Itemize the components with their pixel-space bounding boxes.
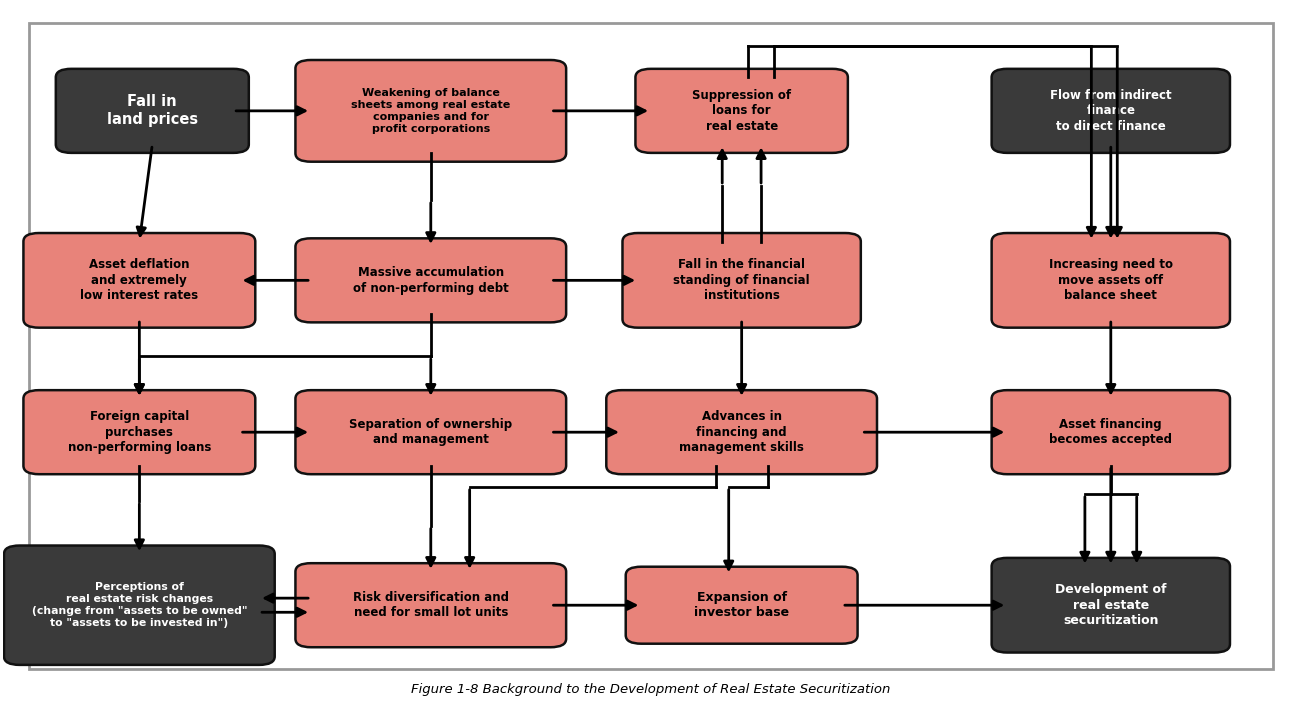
FancyBboxPatch shape <box>56 69 248 153</box>
Text: Figure 1-8 Background to the Development of Real Estate Securitization: Figure 1-8 Background to the Development… <box>411 683 890 696</box>
FancyBboxPatch shape <box>992 233 1230 328</box>
FancyBboxPatch shape <box>295 563 566 647</box>
FancyBboxPatch shape <box>4 545 274 665</box>
Text: Fall in
land prices: Fall in land prices <box>107 94 198 128</box>
Text: Massive accumulation
of non-performing debt: Massive accumulation of non-performing d… <box>352 266 508 295</box>
FancyBboxPatch shape <box>295 60 566 162</box>
FancyBboxPatch shape <box>636 69 848 153</box>
Text: Asset financing
becomes accepted: Asset financing becomes accepted <box>1049 418 1173 447</box>
Text: Risk diversification and
need for small lot units: Risk diversification and need for small … <box>352 591 508 620</box>
Text: Foreign capital
purchases
non-performing loans: Foreign capital purchases non-performing… <box>68 411 211 454</box>
Text: Asset deflation
and extremely
low interest rates: Asset deflation and extremely low intere… <box>81 258 199 302</box>
FancyBboxPatch shape <box>295 390 566 474</box>
FancyBboxPatch shape <box>23 390 255 474</box>
Text: Expansion of
investor base: Expansion of investor base <box>694 591 789 620</box>
Text: Advances in
financing and
management skills: Advances in financing and management ski… <box>679 411 805 454</box>
Text: Flow from indirect
finance
to direct finance: Flow from indirect finance to direct fin… <box>1050 89 1171 133</box>
Text: Development of
real estate
securitization: Development of real estate securitizatio… <box>1056 584 1166 627</box>
Text: Increasing need to
move assets off
balance sheet: Increasing need to move assets off balan… <box>1049 258 1173 302</box>
Text: Weakening of balance
sheets among real estate
companies and for
profit corporati: Weakening of balance sheets among real e… <box>351 88 511 134</box>
Text: Perceptions of
real estate risk changes
(change from "assets to be owned"
to "as: Perceptions of real estate risk changes … <box>31 582 247 628</box>
FancyBboxPatch shape <box>295 238 566 323</box>
FancyBboxPatch shape <box>623 233 861 328</box>
FancyBboxPatch shape <box>992 558 1230 652</box>
FancyBboxPatch shape <box>23 233 255 328</box>
FancyBboxPatch shape <box>992 390 1230 474</box>
Text: Suppression of
loans for
real estate: Suppression of loans for real estate <box>692 89 792 133</box>
FancyBboxPatch shape <box>625 566 858 644</box>
Text: Separation of ownership
and management: Separation of ownership and management <box>350 418 512 447</box>
Text: Fall in the financial
standing of financial
institutions: Fall in the financial standing of financ… <box>673 258 810 302</box>
FancyBboxPatch shape <box>606 390 878 474</box>
FancyBboxPatch shape <box>992 69 1230 153</box>
